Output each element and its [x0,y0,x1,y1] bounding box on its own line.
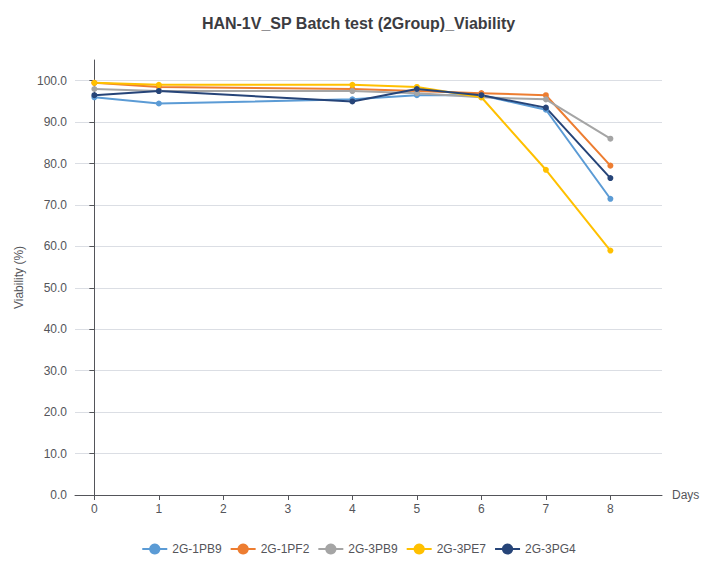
svg-text:2G-1PF2: 2G-1PF2 [261,542,310,556]
svg-text:0: 0 [91,502,98,516]
svg-text:90.0: 90.0 [44,115,68,129]
svg-text:2G-3PE7: 2G-3PE7 [437,542,487,556]
svg-text:4: 4 [349,502,356,516]
svg-text:2: 2 [220,502,227,516]
svg-text:60.0: 60.0 [44,239,68,253]
svg-text:3: 3 [285,502,292,516]
svg-text:5: 5 [414,502,421,516]
svg-text:100.0: 100.0 [37,74,67,88]
svg-text:40.0: 40.0 [44,322,68,336]
svg-text:HAN-1V_SP Batch test (2Group)_: HAN-1V_SP Batch test (2Group)_Viability [202,15,515,32]
svg-text:2G-3PB9: 2G-3PB9 [348,542,398,556]
svg-text:10.0: 10.0 [44,447,68,461]
svg-text:6: 6 [478,502,485,516]
svg-text:2G-1PB9: 2G-1PB9 [172,542,222,556]
svg-text:Viability (%): Viability (%) [12,246,26,309]
svg-text:80.0: 80.0 [44,157,68,171]
svg-text:1: 1 [156,502,163,516]
svg-text:8: 8 [607,502,614,516]
svg-text:70.0: 70.0 [44,198,68,212]
svg-text:Days: Days [672,488,699,502]
svg-text:2G-3PG4: 2G-3PG4 [525,542,576,556]
svg-text:30.0: 30.0 [44,364,68,378]
svg-text:0.0: 0.0 [50,488,67,502]
svg-text:7: 7 [543,502,550,516]
svg-text:50.0: 50.0 [44,281,68,295]
svg-text:20.0: 20.0 [44,405,68,419]
